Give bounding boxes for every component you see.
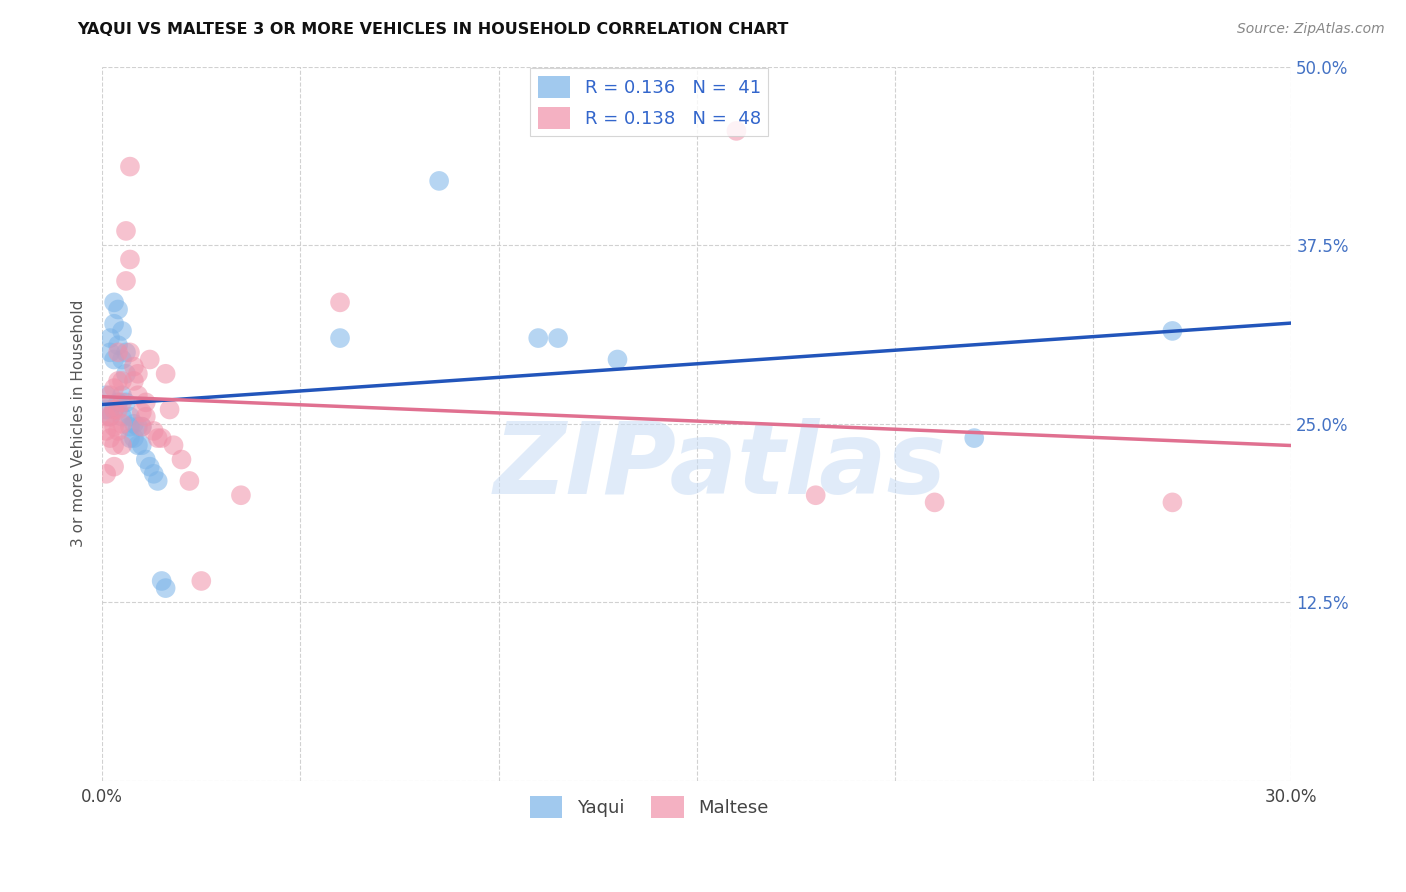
- Legend: Yaqui, Maltese: Yaqui, Maltese: [523, 789, 776, 826]
- Point: [427, 174, 450, 188]
- Point: [127, 388, 149, 402]
- Point: [111, 417, 134, 431]
- Point: [98, 345, 121, 359]
- Point: [111, 352, 134, 367]
- Text: YAQUI VS MALTESE 3 OR MORE VEHICLES IN HOUSEHOLD CORRELATION CHART: YAQUI VS MALTESE 3 OR MORE VEHICLES IN H…: [77, 22, 789, 37]
- Point: [190, 574, 212, 588]
- Point: [96, 409, 118, 424]
- Point: [118, 252, 141, 267]
- Point: [127, 438, 149, 452]
- Point: [96, 467, 118, 481]
- Point: [135, 409, 157, 424]
- Point: [103, 459, 125, 474]
- Point: [229, 488, 252, 502]
- Point: [107, 395, 129, 409]
- Point: [103, 295, 125, 310]
- Point: [115, 367, 138, 381]
- Point: [139, 459, 162, 474]
- Point: [1161, 324, 1184, 338]
- Point: [118, 345, 141, 359]
- Point: [107, 374, 129, 388]
- Point: [122, 374, 145, 388]
- Point: [111, 409, 134, 424]
- Point: [98, 409, 121, 424]
- Text: Source: ZipAtlas.com: Source: ZipAtlas.com: [1237, 22, 1385, 37]
- Point: [179, 474, 201, 488]
- Point: [135, 452, 157, 467]
- Text: ZIPatlas: ZIPatlas: [494, 418, 948, 516]
- Point: [527, 331, 550, 345]
- Point: [606, 352, 628, 367]
- Point: [115, 274, 138, 288]
- Point: [131, 419, 153, 434]
- Y-axis label: 3 or more Vehicles in Household: 3 or more Vehicles in Household: [72, 300, 86, 548]
- Point: [118, 419, 141, 434]
- Point: [725, 124, 748, 138]
- Point: [1161, 495, 1184, 509]
- Point: [127, 367, 149, 381]
- Point: [115, 345, 138, 359]
- Point: [103, 419, 125, 434]
- Point: [155, 581, 177, 595]
- Point: [146, 474, 169, 488]
- Point: [329, 331, 352, 345]
- Point: [804, 488, 827, 502]
- Point: [107, 302, 129, 317]
- Point: [159, 402, 181, 417]
- Point: [329, 295, 352, 310]
- Point: [122, 359, 145, 374]
- Point: [142, 424, 165, 438]
- Point: [547, 331, 569, 345]
- Point: [107, 338, 129, 352]
- Point: [111, 438, 134, 452]
- Point: [96, 388, 118, 402]
- Point: [107, 424, 129, 438]
- Point: [131, 419, 153, 434]
- Point: [98, 388, 121, 402]
- Point: [150, 574, 173, 588]
- Point: [98, 409, 121, 424]
- Point: [162, 438, 184, 452]
- Point: [98, 331, 121, 345]
- Point: [103, 402, 125, 417]
- Point: [111, 395, 134, 409]
- Point: [142, 467, 165, 481]
- Point: [111, 374, 134, 388]
- Point: [150, 431, 173, 445]
- Point: [131, 405, 153, 419]
- Point: [107, 345, 129, 359]
- Point: [924, 495, 946, 509]
- Point: [103, 438, 125, 452]
- Point: [139, 352, 162, 367]
- Point: [107, 402, 129, 417]
- Point: [122, 417, 145, 431]
- Point: [122, 431, 145, 445]
- Point: [146, 431, 169, 445]
- Point: [131, 438, 153, 452]
- Point: [96, 402, 118, 417]
- Point: [103, 317, 125, 331]
- Point: [118, 431, 141, 445]
- Point: [170, 452, 193, 467]
- Point: [118, 160, 141, 174]
- Point: [96, 424, 118, 438]
- Point: [135, 395, 157, 409]
- Point: [127, 419, 149, 434]
- Point: [103, 402, 125, 417]
- Point: [115, 395, 138, 409]
- Point: [103, 352, 125, 367]
- Point: [115, 224, 138, 238]
- Point: [111, 388, 134, 402]
- Point: [98, 431, 121, 445]
- Point: [103, 381, 125, 395]
- Point: [118, 409, 141, 424]
- Point: [155, 367, 177, 381]
- Point: [963, 431, 986, 445]
- Point: [111, 324, 134, 338]
